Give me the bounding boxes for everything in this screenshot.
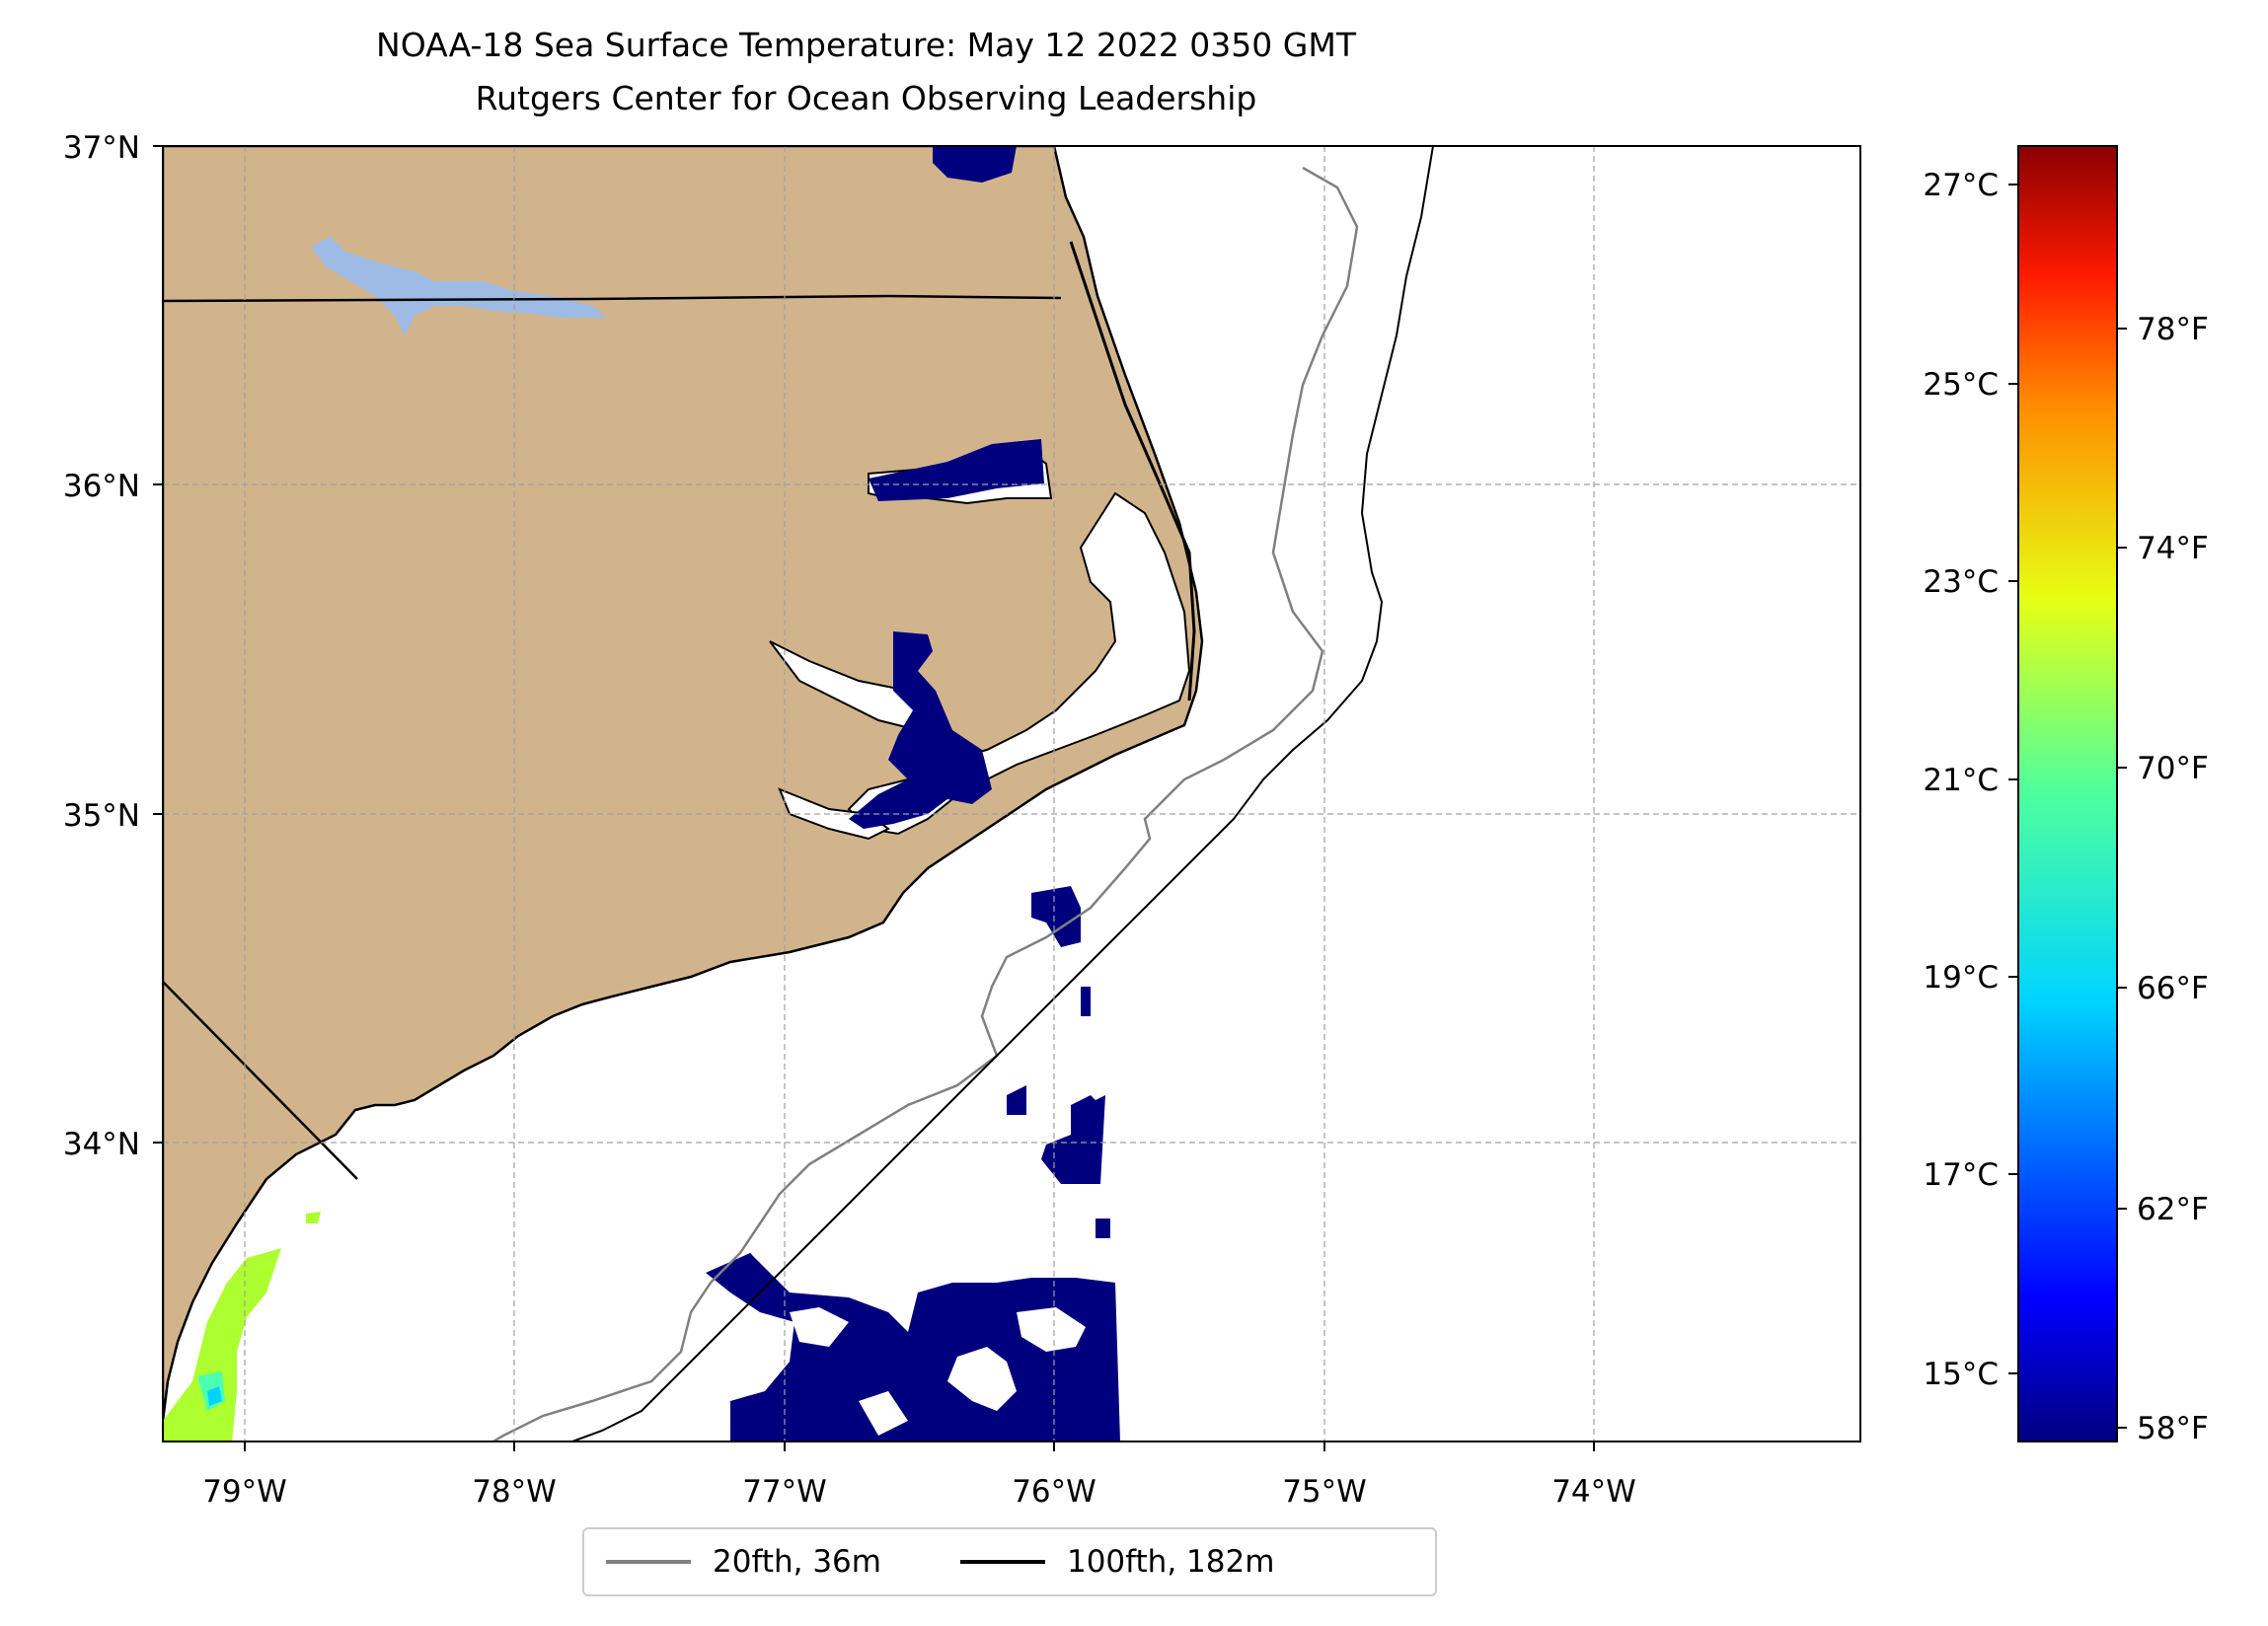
map-title: NOAA-18 Sea Surface Temperature: May 12 … — [376, 26, 1356, 64]
isobath-legend: 20fth, 36m 100fth, 182m — [582, 1527, 1437, 1596]
map-frame — [162, 145, 1861, 1442]
celsius-label: 27°C — [1923, 168, 1999, 203]
fahrenheit-label: 78°F — [2137, 312, 2209, 347]
fahrenheit-ticks — [2117, 328, 2127, 1429]
lon-label: 79°W — [202, 1474, 287, 1510]
map-subtitle: Rutgers Center for Ocean Observing Leade… — [475, 79, 1257, 117]
lon-label: 78°W — [472, 1474, 557, 1510]
lat-label: 34°N — [63, 1127, 140, 1162]
lon-label: 77°W — [742, 1474, 827, 1510]
isobath-100fth — [571, 146, 1434, 1441]
celsius-label: 17°C — [1923, 1157, 1999, 1193]
lat-label: 37°N — [63, 130, 140, 166]
state-border — [163, 294, 1062, 303]
celsius-label: 23°C — [1923, 564, 1999, 600]
lon-label: 76°W — [1012, 1474, 1096, 1510]
fahrenheit-label: 62°F — [2137, 1192, 2209, 1227]
legend-line-black — [959, 1560, 1045, 1564]
celsius-ticks — [2008, 184, 2018, 1374]
lon-label: 75°W — [1282, 1474, 1367, 1510]
lat-label: 36°N — [63, 469, 140, 504]
outer-banks — [1069, 241, 1196, 702]
fahrenheit-label: 66°F — [2137, 971, 2209, 1006]
fahrenheit-label: 70°F — [2137, 751, 2209, 786]
isobath-20fth — [492, 166, 1359, 1441]
celsius-label: 15°C — [1923, 1357, 1999, 1392]
pamlico-sound — [847, 491, 1191, 836]
lat-label: 35°N — [63, 798, 140, 834]
sst-data-layer — [163, 146, 1120, 1441]
legend-label: 100fth, 182m — [1066, 1544, 1275, 1580]
fahrenheit-label: 74°F — [2137, 531, 2209, 566]
colorbar — [2017, 145, 2118, 1442]
celsius-label: 19°C — [1923, 960, 1999, 996]
lat-ticks — [153, 145, 163, 1144]
lon-ticks — [244, 1441, 1595, 1451]
celsius-label: 21°C — [1923, 763, 1999, 798]
lon-label: 74°W — [1551, 1474, 1636, 1510]
map-panel — [163, 146, 1860, 1441]
kerr-lake — [311, 237, 607, 335]
celsius-label: 25°C — [1923, 367, 1999, 403]
legend-label: 20fth, 36m — [713, 1544, 881, 1580]
legend-item-20fth: 20fth, 36m — [606, 1544, 881, 1580]
fahrenheit-label: 58°F — [2137, 1411, 2209, 1446]
legend-item-100fth: 100fth, 182m — [959, 1544, 1275, 1580]
sc-border — [163, 981, 358, 1180]
legend-line-gray — [606, 1560, 691, 1564]
